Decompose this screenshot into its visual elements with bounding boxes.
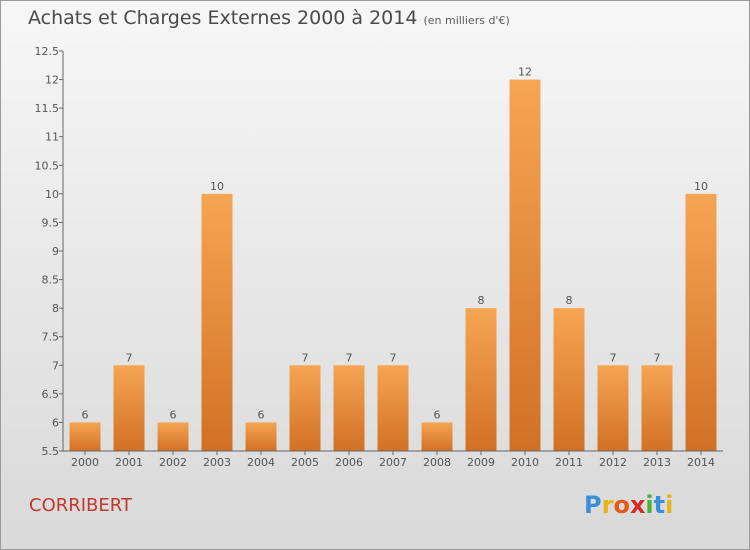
x-tick-label: 2012 [599, 456, 627, 469]
bar [245, 422, 277, 451]
bar [201, 193, 233, 451]
bar [289, 365, 321, 451]
chart-unit: (en milliers d'€) [423, 14, 510, 27]
x-tick-label: 2004 [247, 456, 275, 469]
bar-value-label: 6 [82, 408, 89, 421]
y-tick-label: 12 [45, 74, 59, 87]
x-tick-label: 2002 [159, 456, 187, 469]
axes-group: 5.5 6 6.5 7 7.5 8 8.5 9 9.5 10 10.5 11 11.5 12 12.5 200… [35, 45, 723, 469]
y-tick-label: 9.5 [42, 216, 60, 229]
y-tick-label: 11.5 [35, 102, 60, 115]
bar-value-label: 7 [126, 351, 133, 364]
logo-letter: P [584, 491, 602, 519]
bar-value-label: 12 [518, 66, 532, 79]
y-tick-label: 10.5 [35, 159, 60, 172]
x-tick-label: 2000 [71, 456, 99, 469]
chart-title: Achats et Charges Externes 2000 à 2014 (e… [28, 7, 510, 29]
bar-value-label: 7 [302, 351, 309, 364]
y-tick-label: 8 [52, 302, 59, 315]
logo-letter: x [629, 491, 646, 519]
logo-letter: i [645, 491, 654, 519]
x-tick-label: 2005 [291, 456, 319, 469]
y-tick-label: 9 [52, 245, 59, 258]
bar-value-label: 10 [694, 180, 708, 193]
bar [553, 308, 585, 451]
bar [69, 422, 101, 451]
bar-value-label: 8 [478, 294, 485, 307]
x-tick-label: 2010 [511, 456, 539, 469]
bar [641, 365, 673, 451]
x-tick-label: 2007 [379, 456, 407, 469]
y-tick-label: 7.5 [42, 331, 60, 344]
bar-value-label: 7 [610, 351, 617, 364]
y-tick-label: 5.5 [42, 445, 60, 458]
bar [597, 365, 629, 451]
x-tick-label: 2013 [643, 456, 671, 469]
x-tick-label: 2003 [203, 456, 231, 469]
chart-title-text: Achats et Charges Externes 2000 à 2014 [28, 7, 418, 29]
bar-value-label: 6 [170, 408, 177, 421]
bar-value-label: 7 [346, 351, 353, 364]
x-tick-label: 2011 [555, 456, 583, 469]
logo-letter: t [653, 491, 666, 519]
x-tick-label: 2001 [115, 456, 143, 469]
bar [509, 79, 541, 452]
bar [333, 365, 365, 451]
y-tick-label: 6.5 [42, 388, 60, 401]
logo-letter: o [613, 491, 630, 519]
bars-group: 6 7 6 10 6 7 7 7 6 8 12 8 7 7 10 [69, 66, 717, 452]
proxiti-logo[interactable]: Proxiti [584, 491, 673, 519]
bar-value-label: 7 [654, 351, 661, 364]
y-tick-label: 7 [52, 359, 59, 372]
x-tick-label: 2006 [335, 456, 363, 469]
x-tick-label: 2014 [687, 456, 715, 469]
bar [157, 422, 189, 451]
x-tick-label: 2009 [467, 456, 495, 469]
bar [421, 422, 453, 451]
place-name: CORRIBERT [29, 495, 132, 516]
y-tick-label: 12.5 [35, 45, 60, 58]
bar-value-label: 6 [434, 408, 441, 421]
bar [377, 365, 409, 451]
bar [113, 365, 145, 451]
logo-letter: i [665, 491, 674, 519]
y-tick-label: 6 [52, 416, 59, 429]
bar-value-label: 6 [258, 408, 265, 421]
bar-value-label: 10 [210, 180, 224, 193]
bar [685, 193, 717, 451]
logo-letter: r [601, 491, 614, 519]
y-tick-label: 11 [45, 131, 59, 144]
y-tick-label: 10 [45, 188, 59, 201]
x-tick-label: 2008 [423, 456, 451, 469]
y-tick-label: 8.5 [42, 274, 60, 287]
bar [465, 308, 497, 451]
bar-value-label: 8 [566, 294, 573, 307]
bar-value-label: 7 [390, 351, 397, 364]
